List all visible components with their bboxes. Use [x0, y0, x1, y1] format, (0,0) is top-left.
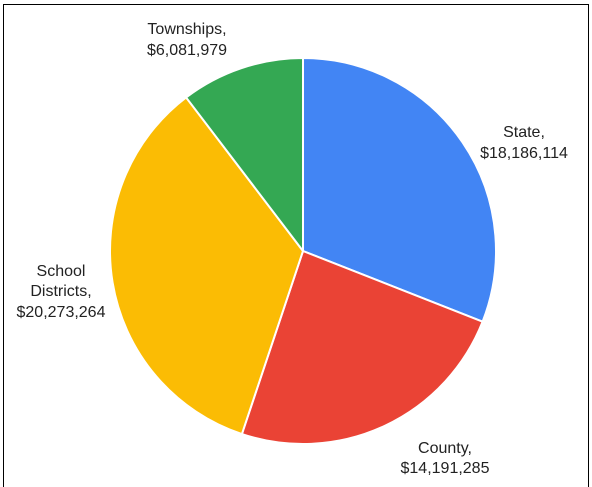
frame-border-left — [3, 4, 4, 487]
slice-label-school-line2: Districts, — [30, 283, 91, 300]
pie-slice-county — [240, 250, 484, 445]
slice-label-county: County, $14,191,285 — [401, 440, 490, 477]
slice-label-county-name: County, — [418, 440, 472, 457]
pie-slices — [109, 57, 497, 445]
slice-label-state-name: State, — [503, 124, 545, 141]
slice-label-townships: Townships, $6,081,979 — [147, 21, 227, 59]
slice-label-state-value: $18,186,114 — [480, 145, 568, 162]
slice-label-townships-value: $6,081,979 — [147, 42, 227, 59]
slice-label-school-line1: School — [37, 263, 86, 280]
slice-label-school-value: $20,273,264 — [17, 304, 106, 321]
slice-label-townships-name: Townships, — [147, 21, 226, 38]
slice-label-state: State, $18,186,114 — [480, 124, 568, 162]
pie-slice-state — [302, 57, 497, 323]
frame-border-top — [3, 4, 589, 5]
slice-label-school-districts: School Districts, $20,273,264 — [17, 263, 106, 321]
frame-border-right — [588, 4, 589, 487]
pie-slice-school-districts — [109, 96, 304, 436]
pie-slice-townships — [185, 57, 304, 252]
slice-label-county-value: $14,191,285 — [401, 460, 490, 477]
